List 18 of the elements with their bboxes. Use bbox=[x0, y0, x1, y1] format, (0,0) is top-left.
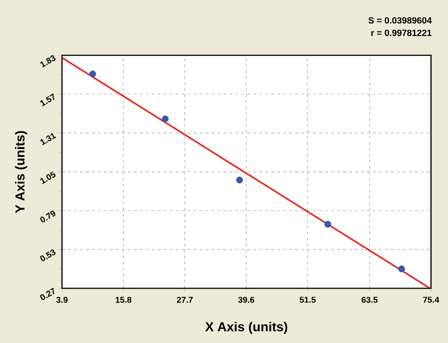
x-tick-label: 63.5 bbox=[362, 296, 378, 303]
x-axis-title: X Axis (units) bbox=[205, 322, 288, 334]
y-axis-title: Y Axis (units) bbox=[15, 131, 28, 213]
x-tick-label: 15.8 bbox=[116, 296, 132, 303]
x-tick-label: 3.9 bbox=[56, 296, 68, 303]
y-tick-label: 0.27 bbox=[40, 288, 54, 300]
x-tick-label: 27.7 bbox=[176, 296, 193, 303]
x-tick-label: 39.6 bbox=[238, 296, 254, 303]
y-tick-label: 1.57 bbox=[40, 94, 54, 106]
y-tick-label: 0.79 bbox=[40, 210, 56, 222]
text: r = 0.99781221 bbox=[371, 30, 432, 36]
x-tick-label: 75.4 bbox=[423, 296, 440, 303]
y-tick-label: 1.83 bbox=[40, 55, 56, 68]
y-tick-label: 1.05 bbox=[40, 171, 56, 184]
x-tick-label: 51.5 bbox=[300, 296, 316, 303]
text: S = 0.03989604 bbox=[368, 17, 432, 24]
y-tick-label: 1.31 bbox=[40, 132, 56, 146]
y-tick-label: 0.53 bbox=[40, 249, 56, 262]
